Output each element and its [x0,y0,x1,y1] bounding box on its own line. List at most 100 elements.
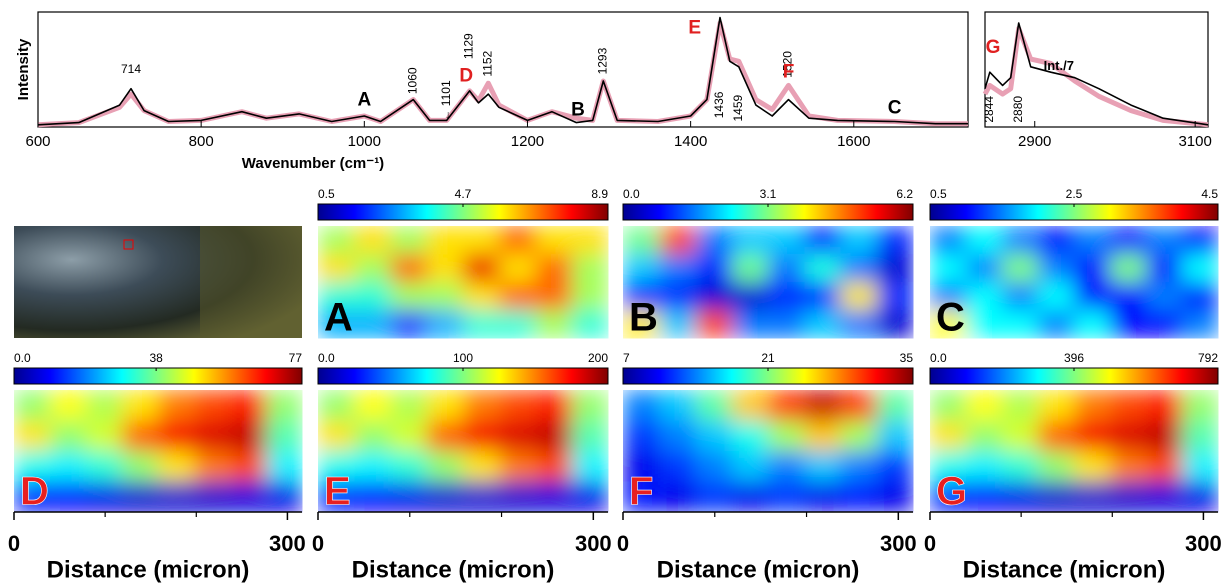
heat-cell [659,481,696,513]
heat-cell [840,420,878,452]
heat-cell [695,310,733,339]
heat-cell [499,390,536,421]
heat-cell [930,481,967,513]
map-letter: F [629,470,653,514]
heat-cell [14,451,51,482]
heat-cell [623,451,660,482]
heat-cell [768,451,805,482]
heat-cell [499,282,536,311]
band-letter: B [571,100,585,121]
x-axis-label: Distance (micron) [352,556,555,583]
heat-cell [463,451,500,482]
heat-cell [930,254,967,283]
heat-cell [50,481,87,513]
heat-cell [659,451,696,482]
heat-cell [876,254,914,283]
heat-cell [623,254,660,283]
heat-cell [966,481,1003,513]
heat-cell [876,310,914,339]
heat-cell [1110,282,1147,311]
heat-cell [1038,254,1075,283]
heat-cell [390,390,428,421]
heat-cell [535,390,573,421]
heat-cell [230,481,267,513]
heat-cell [659,282,696,311]
heat-cell [571,282,609,311]
heat-cell [930,282,967,311]
heat-cell [840,254,878,283]
heat-cell [86,390,123,421]
heat-cell [768,282,805,311]
band-letter: C [888,97,902,118]
heat-cell [535,420,573,452]
heat-cell [390,481,428,513]
map-letter: B [629,296,658,340]
heat-cell [731,254,769,283]
colorbar-label: 38 [149,351,163,365]
spectrum-line [984,22,1209,126]
x-tick-label: 300 [575,531,612,556]
heat-cell [318,390,355,421]
heat-cell [230,390,267,421]
heat-cell [930,451,967,482]
heat-cell [966,420,1003,452]
heat-cell [695,451,733,482]
heat-cell [731,390,769,421]
heat-cell [1074,226,1111,255]
heat-cell [840,390,878,421]
colorbar-label: 21 [761,351,775,365]
heat-cell [731,282,769,311]
heat-cell [1146,254,1183,283]
heat-cell [1182,254,1219,283]
heat-cell [122,481,159,513]
heat-cell [659,390,696,421]
heat-cell [695,420,733,452]
x-tick-label: 0 [8,531,20,556]
heat-cell [1182,226,1219,255]
colorbar [13,367,303,385]
heat-cell [535,254,573,283]
heat-cell [390,226,428,255]
heat-cell [499,451,536,482]
heat-cell [1182,420,1219,452]
x-tick-label: 300 [269,531,306,556]
heat-cell [158,481,195,513]
heat-cell [1074,282,1111,311]
heat-cell [535,282,573,311]
heatmap [930,226,1219,339]
photo [14,226,302,338]
heat-cell [318,282,355,311]
heat-cell [571,481,609,513]
heat-cell [1182,481,1219,513]
heat-cell [571,451,609,482]
peak-label: ← 1101 [439,80,453,121]
heat-cell [1110,226,1147,255]
heat-cell [768,226,805,255]
heat-cell [266,481,303,513]
heat-cell [695,481,733,513]
heat-cell [623,282,660,311]
peak-label: 1129 [462,33,476,59]
heat-cell [623,310,660,339]
heat-cell [876,481,914,513]
heat-cell [695,390,733,421]
heat-cell [840,282,878,311]
heat-cell [1074,254,1111,283]
x-axis-label: Distance (micron) [657,556,860,583]
heat-cell [1182,310,1219,339]
heatmap [14,390,303,513]
heat-cell [1002,254,1039,283]
band-letter: E [688,17,701,38]
heat-cell [14,420,51,452]
heat-cell [571,254,609,283]
heat-cell [1074,390,1111,421]
heat-cell [1074,310,1111,339]
heat-cell [695,226,733,255]
heat-cell [876,420,914,452]
colorbar-label: 200 [588,351,608,365]
heat-cell [50,420,87,452]
heat-cell [571,226,609,255]
heat-cell [768,420,805,452]
heat-cell [390,254,428,283]
